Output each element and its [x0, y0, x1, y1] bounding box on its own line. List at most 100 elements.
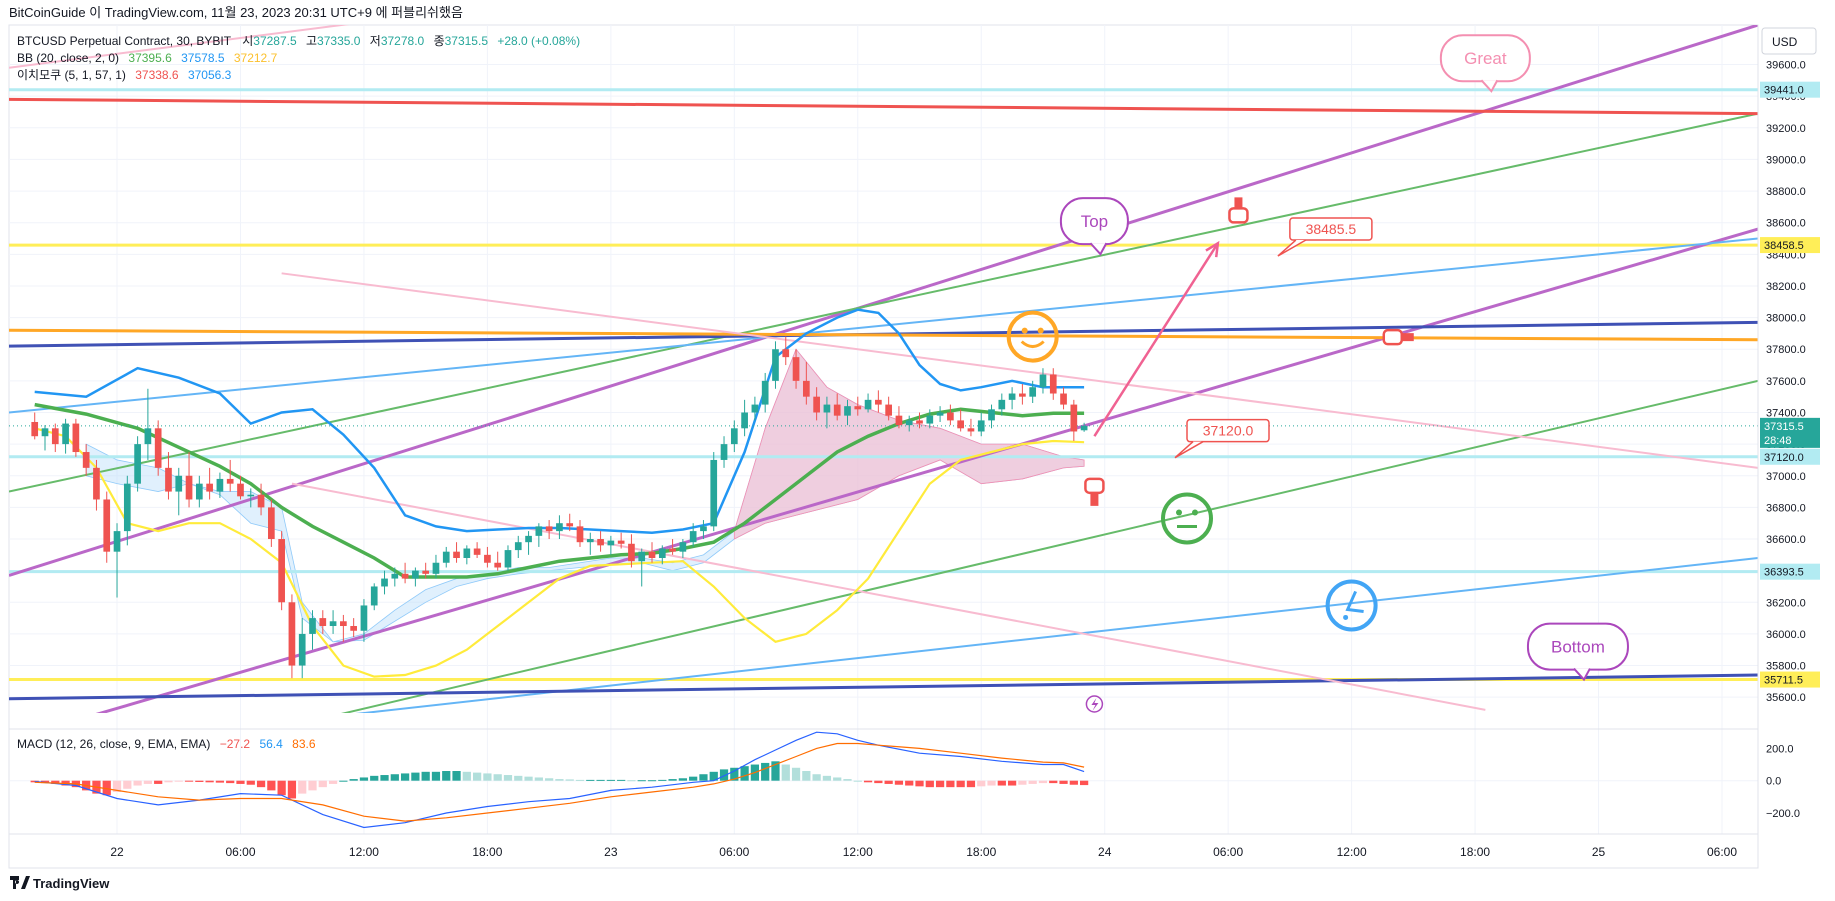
candle-body	[741, 412, 748, 429]
publish-attribution: BitCoinGuide 이 TradingView.com, 11월 23, …	[9, 5, 463, 20]
macd-axis[interactable]: 200.0 0.0 −200.0	[1766, 743, 1800, 820]
macd-histogram-bar	[915, 780, 924, 787]
macd-tick-label: 0.0	[1766, 776, 1781, 788]
candle-body	[134, 444, 141, 484]
macd-line-value: 56.4	[259, 737, 283, 751]
low-label: 저	[370, 34, 381, 48]
price-label-text: 36393.5	[1764, 567, 1804, 579]
macd-histogram-bar	[822, 775, 832, 781]
time-tick-label: 06:00	[1213, 845, 1243, 859]
price-tick-label: 38000.0	[1766, 313, 1806, 325]
candle-body	[103, 499, 111, 552]
time-tick-label: 18:00	[966, 845, 996, 859]
candle-body	[329, 621, 337, 627]
macd-histogram-bar	[154, 780, 163, 784]
macd-histogram-bar	[133, 780, 142, 786]
macd-signal-line	[34, 742, 1085, 822]
macd-histogram-bar	[174, 780, 183, 782]
candle-body	[1029, 387, 1037, 397]
macd-histogram-bar	[853, 780, 862, 782]
candle-body	[597, 539, 604, 546]
price-axis-label: 35711.5	[1760, 671, 1820, 688]
pink-line-lower	[291, 482, 1486, 711]
macd-histogram-bar	[740, 766, 749, 781]
trend-lines	[9, 25, 1758, 713]
macd-tick-label: −200.0	[1766, 808, 1800, 820]
projection-arrow-line	[1093, 242, 1219, 437]
macd-legend[interactable]: MACD (12, 26, close, 9, EMA, EMA) −27.2 …	[17, 737, 316, 751]
macd-histogram-bar	[287, 780, 297, 799]
hand-palm	[1382, 328, 1404, 346]
macd-histogram-bar	[1049, 780, 1058, 784]
ichimoku-cloud	[85, 348, 1085, 643]
hand-palm	[1228, 207, 1249, 224]
candle-body	[802, 380, 810, 397]
candle-body	[936, 412, 944, 416]
price-axis[interactable]: 35600.035800.036000.036200.036400.036600…	[1760, 60, 1820, 705]
annotations: Great Top Bottom 38485.5 37120.0	[1006, 34, 1629, 713]
ichimoku-cloud-bull-area	[733, 348, 1085, 540]
candle-body	[432, 562, 440, 574]
close-label: 종	[434, 34, 445, 48]
price-tick-label: 35600.0	[1766, 692, 1806, 704]
macd-histogram-bar	[452, 771, 461, 781]
tradingview-logo[interactable]: TradingView	[10, 876, 110, 891]
macd-histogram-bar	[462, 771, 471, 781]
candle-body	[679, 542, 687, 552]
change-value: +28.0 (+0.08%)	[497, 34, 580, 48]
candle-body	[319, 618, 327, 627]
candle-body	[350, 626, 357, 631]
candle-body	[309, 618, 316, 634]
macd-histogram-bar	[143, 780, 153, 784]
price-label-bg	[1760, 417, 1820, 448]
macd-histogram-bar	[483, 773, 492, 781]
candle-body	[422, 570, 430, 574]
price-label-bg	[1760, 563, 1820, 580]
price-label-bg	[1760, 81, 1820, 98]
candle-body	[947, 412, 954, 421]
candle-body	[782, 349, 790, 358]
candle-body	[514, 542, 522, 551]
candle-body	[41, 428, 49, 437]
price-label-text: 37315.5	[1764, 421, 1804, 433]
purple-channel-upper	[9, 25, 1758, 577]
callout-box	[1289, 217, 1373, 241]
candle-body	[977, 420, 985, 432]
ichimoku-legend[interactable]: 이치모쿠 (5, 1, 57, 1) 37338.6 37056.3	[17, 68, 232, 82]
price-tick-label: 36000.0	[1766, 629, 1806, 641]
hand-finger	[1090, 492, 1099, 506]
bb-legend[interactable]: BB (20, close, 2, 0) 37395.6 37578.5 372…	[17, 51, 278, 65]
emoji-dot	[1343, 614, 1349, 620]
open-value: 37287.5	[253, 34, 297, 48]
macd-histogram-bar	[833, 777, 842, 781]
price-label-countdown: 28:48	[1764, 435, 1792, 447]
macd-histogram-bar	[956, 780, 965, 788]
macd-histogram-bar	[328, 780, 338, 784]
candle-body	[628, 543, 635, 562]
blue-line-lower	[355, 557, 1758, 713]
price-axis-label: 37315.5 28:48	[1760, 417, 1820, 448]
main-legend[interactable]: BTCUSD Perpetual Contract, 30, BYBIT 시37…	[17, 34, 580, 48]
candle-body	[658, 548, 666, 559]
candle-body	[525, 535, 532, 543]
macd-histogram-bar	[411, 772, 420, 781]
bb-upper-line	[34, 308, 1085, 534]
macd-hist-value: −27.2	[220, 737, 251, 751]
candle-body	[792, 357, 800, 381]
candle-body	[463, 548, 471, 559]
macd-histogram-bar	[1018, 780, 1027, 785]
bubble-text: Great	[1464, 49, 1507, 68]
macd-histogram-bar	[534, 777, 543, 781]
time-tick-label: 24	[1098, 845, 1112, 859]
macd-histogram-bar	[1069, 780, 1078, 785]
candle-body	[144, 428, 152, 445]
time-axis[interactable]: 22 06:00 12:00 18:00 23 06:00 12:00 18:00 24 06:0…	[110, 845, 1737, 859]
currency-selector[interactable]	[1761, 27, 1817, 55]
tradingview-brand: TradingView	[33, 876, 110, 891]
candle-body	[905, 420, 913, 426]
navy-line-lower	[9, 673, 1758, 701]
candle-body	[442, 551, 450, 563]
neutral-emoji-icon	[1161, 492, 1214, 545]
candle-body	[1049, 374, 1057, 394]
